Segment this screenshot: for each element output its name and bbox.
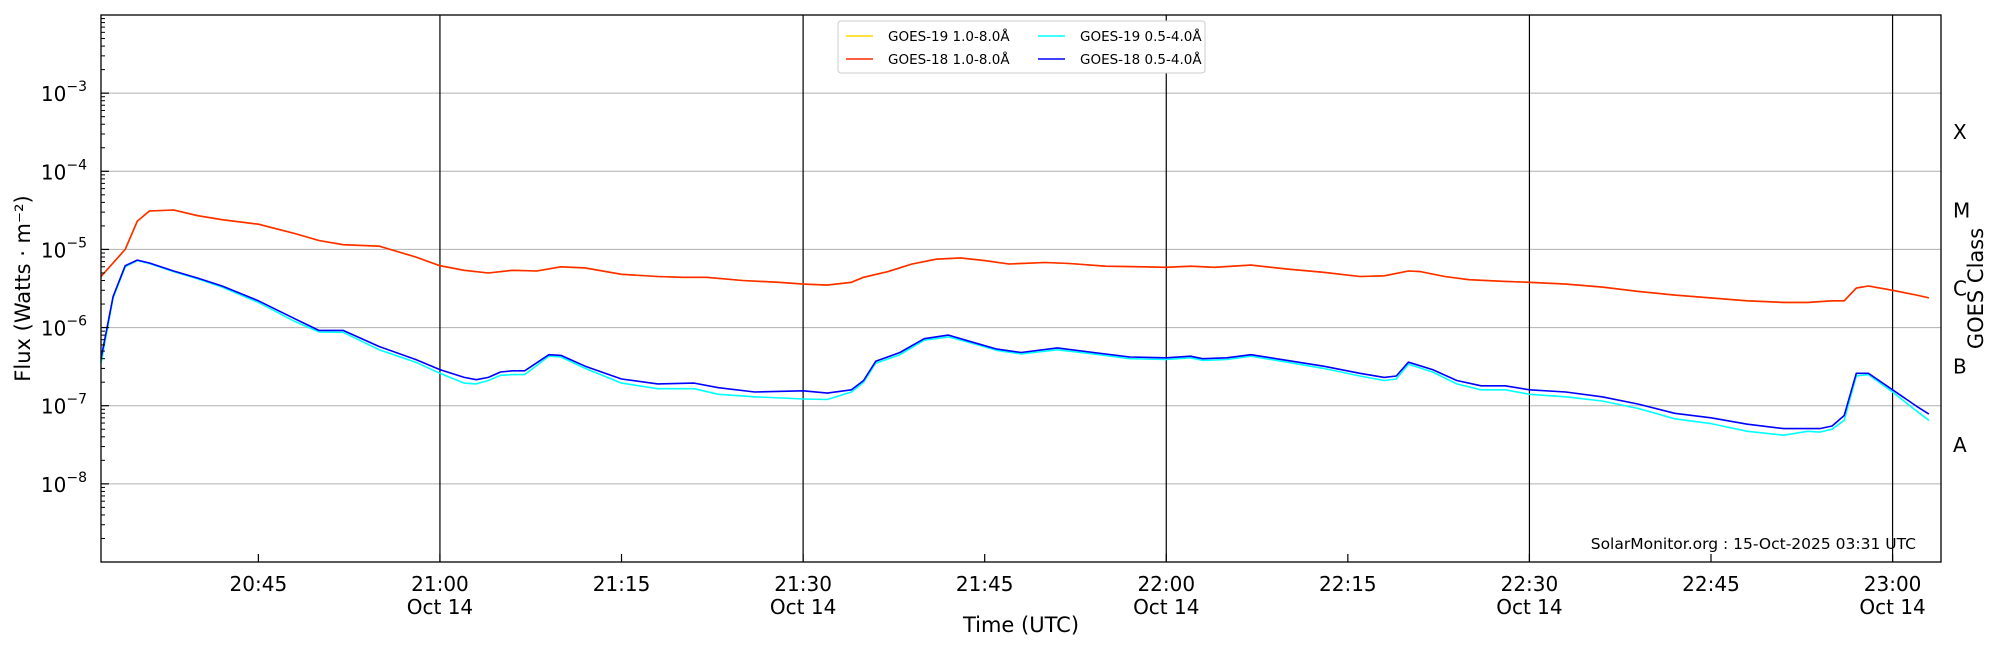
legend-box xyxy=(837,20,1206,74)
goes-class-label: C xyxy=(1953,277,1967,301)
x-tick-label: 23:00 xyxy=(1864,572,1922,596)
y-axis-title: Flux (Watts · m⁻²) xyxy=(11,195,35,381)
x-tick-date: Oct 14 xyxy=(1496,595,1562,619)
goes-class-label: B xyxy=(1953,355,1967,379)
grid-lines xyxy=(101,92,1941,485)
x-tick-label: 21:00 xyxy=(411,572,469,596)
y-axis-ticks: 10−8 10−7 10−6 10−5 10−4 10−3 xyxy=(41,18,109,539)
goes-class-label: M xyxy=(1953,198,1970,222)
legend-label: GOES-19 0.5-4.0Å xyxy=(1080,28,1202,45)
x-tick-label: 21:15 xyxy=(593,572,651,596)
goes-class-label: X xyxy=(1953,120,1967,144)
y-tick-label: 10−5 xyxy=(41,235,87,262)
legend-label: GOES-18 0.5-4.0Å xyxy=(1080,51,1202,68)
x-tick-label: 21:45 xyxy=(956,572,1014,596)
plot-frame xyxy=(100,14,1942,563)
series-line xyxy=(100,209,1930,304)
legend-label: GOES-19 1.0-8.0Å xyxy=(888,28,1010,45)
x-tick-label: 20:45 xyxy=(230,572,288,596)
y-tick-label: 10−3 xyxy=(41,79,87,106)
x-tick-date: Oct 14 xyxy=(1859,595,1925,619)
x-tick-date: Oct 14 xyxy=(1133,595,1199,619)
series-line xyxy=(100,209,1930,304)
y-tick-label: 10−4 xyxy=(41,157,87,184)
series-line xyxy=(100,259,1930,436)
x-tick-label: 22:30 xyxy=(1501,572,1559,596)
x-axis-title: Time (UTC) xyxy=(962,613,1079,637)
series-lines xyxy=(100,209,1930,436)
x-tick-label: 22:00 xyxy=(1137,572,1195,596)
legend-label: GOES-18 1.0-8.0Å xyxy=(888,51,1010,68)
series-line xyxy=(100,259,1930,430)
x-tick-label: 22:15 xyxy=(1319,572,1377,596)
credit-text: SolarMonitor.org : 15-Oct-2025 03:31 UTC xyxy=(1591,535,1916,553)
y-tick-label: 10−7 xyxy=(41,392,87,419)
x-tick-label: 21:30 xyxy=(774,572,832,596)
y-tick-label: 10−8 xyxy=(41,470,87,497)
x-tick-date: Oct 14 xyxy=(770,595,836,619)
goes-class-axis-title: GOES Class xyxy=(1964,228,1988,349)
y-tick-label: 10−6 xyxy=(41,314,87,341)
goes-class-labels: A B C M X xyxy=(1953,120,1970,457)
hour-markers xyxy=(439,15,1894,562)
x-tick-date: Oct 14 xyxy=(407,595,473,619)
x-tick-label: 22:45 xyxy=(1682,572,1740,596)
legend: GOES-19 1.0-8.0Å GOES-18 1.0-8.0Å GOES-19 … xyxy=(837,20,1206,74)
goes-class-label: A xyxy=(1953,433,1967,457)
